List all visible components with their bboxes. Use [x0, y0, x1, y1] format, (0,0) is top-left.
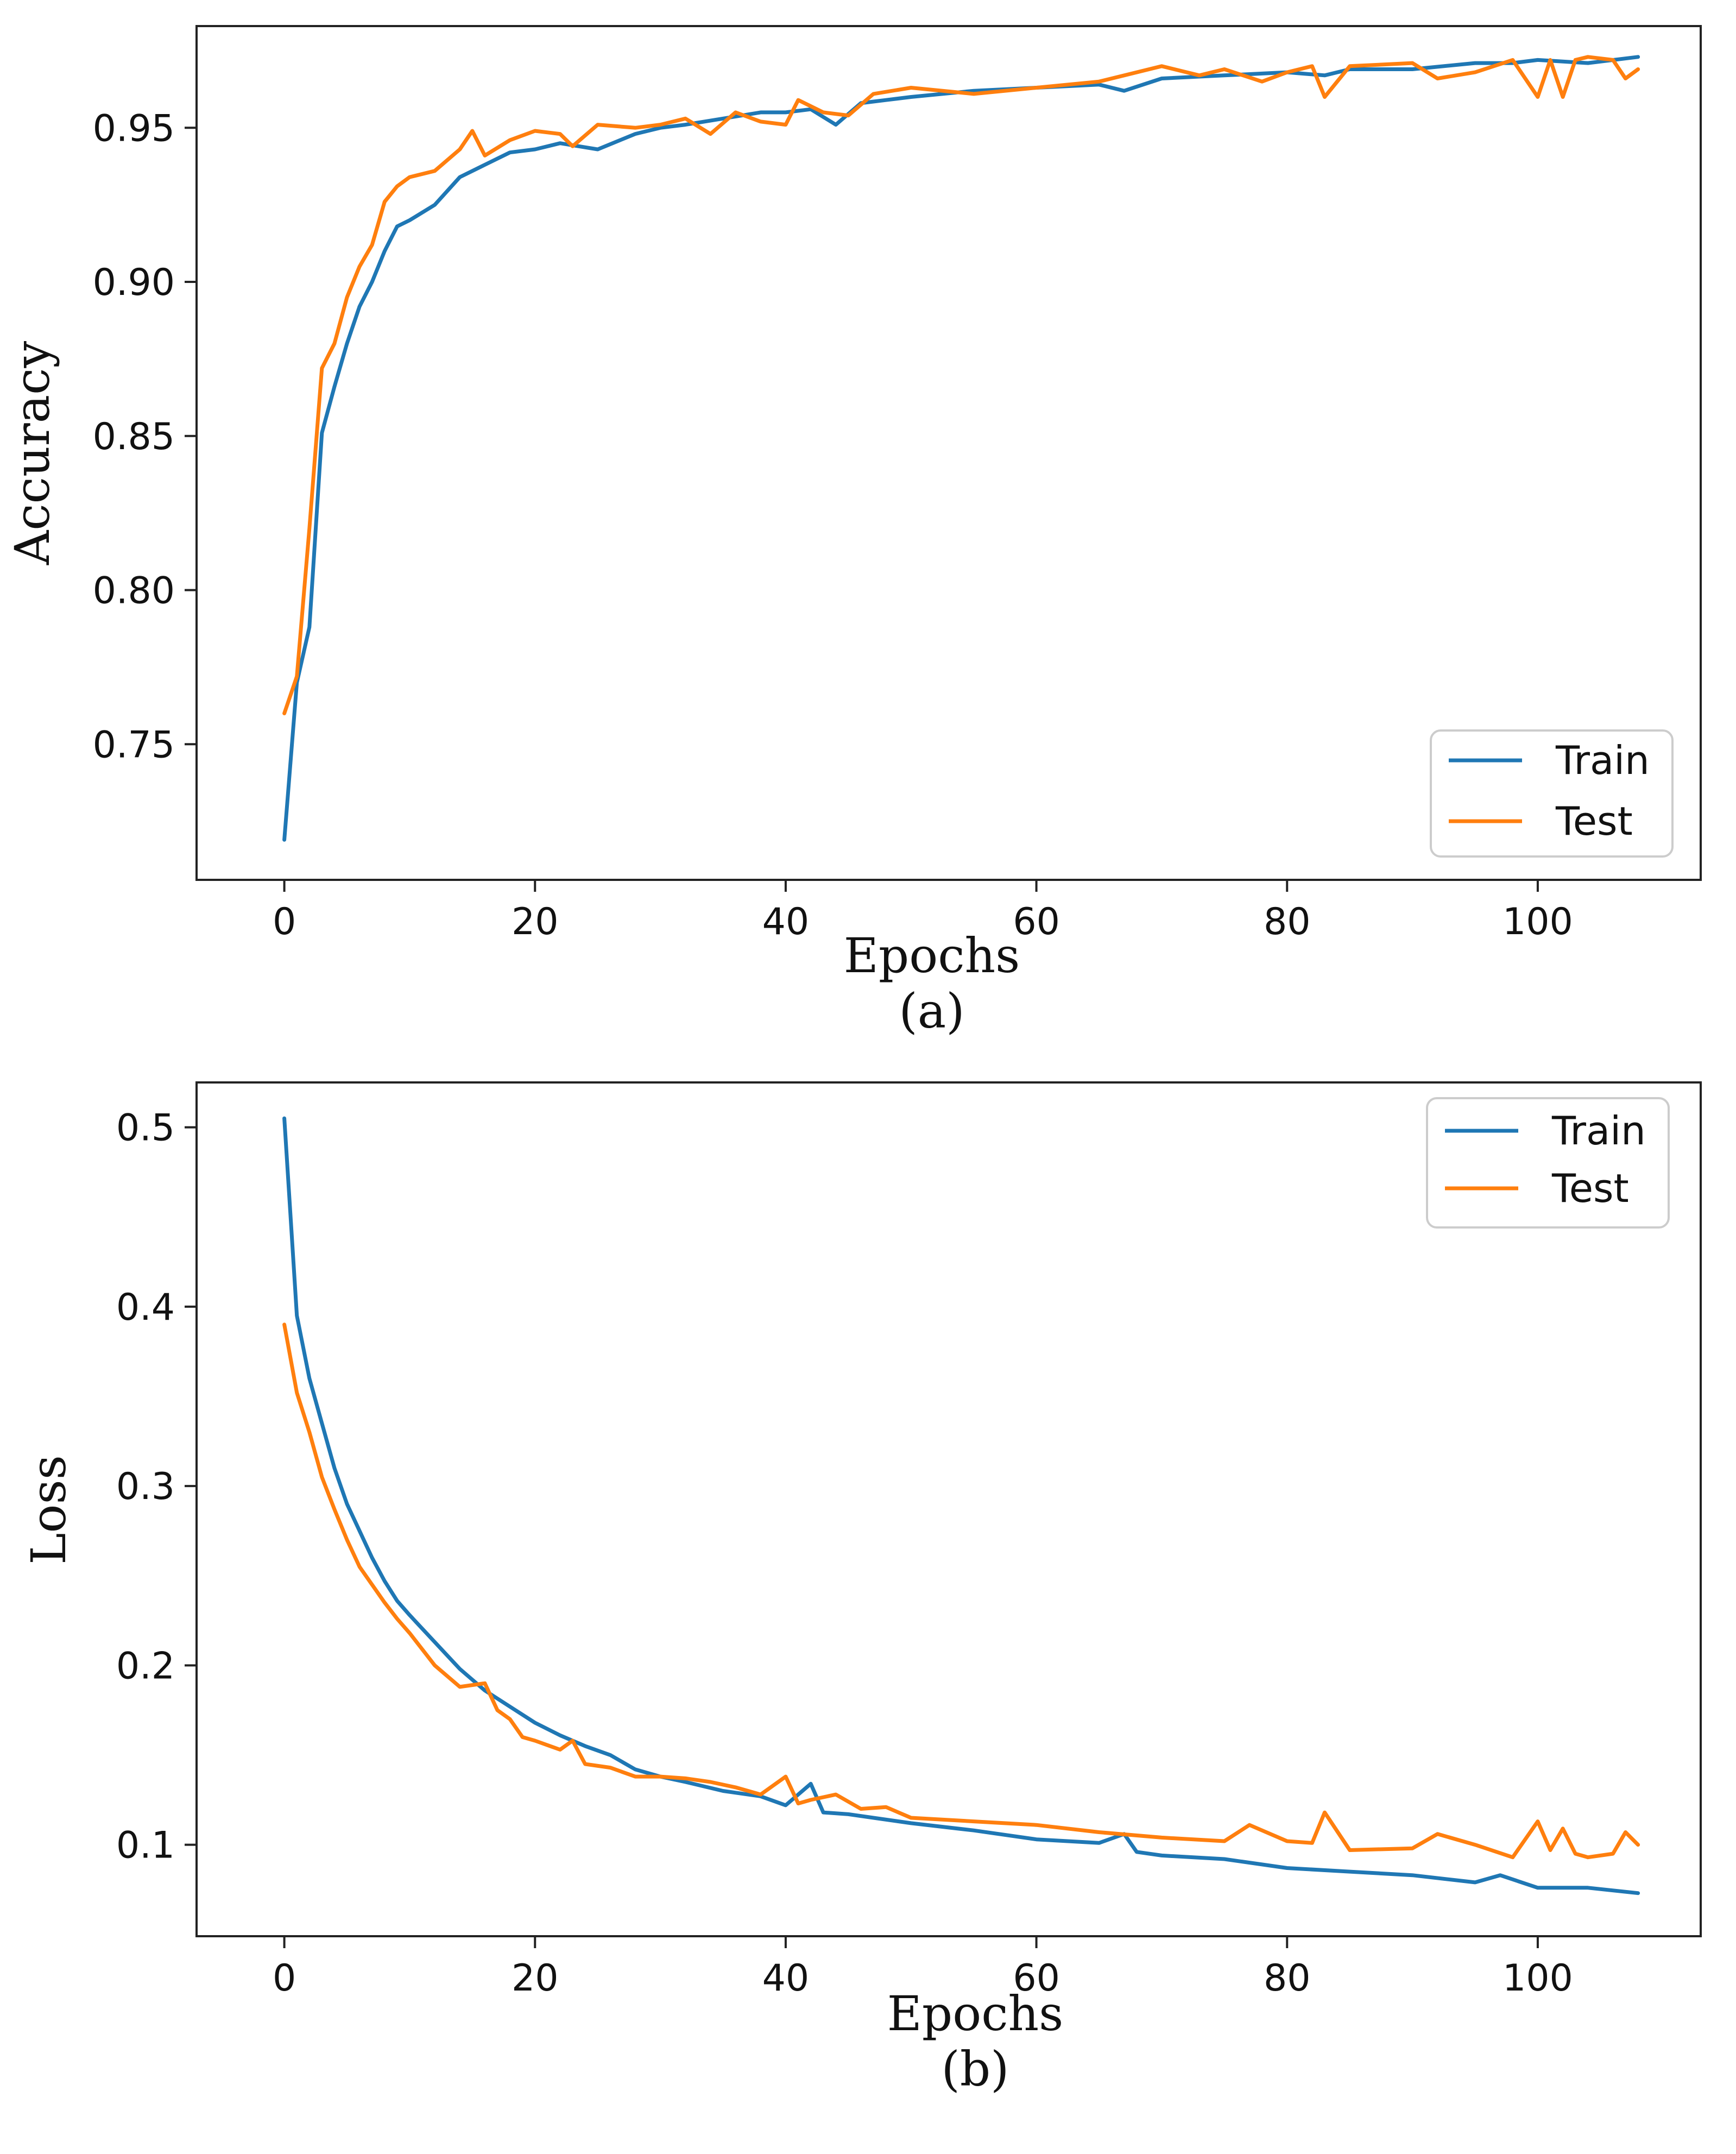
x-axis: 0 20 40 60 80 100 [273, 880, 1573, 943]
x-axis-label: Epochs [887, 1986, 1064, 2042]
series-line-test [282, 55, 1640, 715]
legend-label-train: Train [1555, 738, 1650, 783]
y-tick-label: 0.80 [93, 570, 175, 613]
x-tick-label: 100 [1503, 900, 1573, 943]
series-layer [282, 55, 1640, 842]
y-axis-label: Loss [21, 1455, 77, 1565]
panel-caption: (b) [942, 2041, 1009, 2097]
y-tick-label: 0.5 [116, 1107, 175, 1150]
x-tick-label: 80 [1264, 900, 1311, 943]
y-tick-label: 0.3 [116, 1465, 175, 1508]
series-line-train [282, 1116, 1640, 1895]
x-tick-label: 60 [1013, 1957, 1060, 2000]
x-tick-label: 0 [273, 900, 296, 943]
plot-frame [195, 25, 1702, 881]
x-axis-label: Epochs [844, 928, 1020, 984]
y-tick-label: 0.95 [93, 107, 175, 150]
y-tick-label: 0.2 [116, 1645, 175, 1687]
y-tick-label: 0.4 [116, 1286, 175, 1329]
x-tick-label: 60 [1013, 900, 1060, 943]
series-line-train [282, 55, 1640, 842]
y-axis-label: Accuracy [4, 341, 60, 566]
y-axis: 0.75 0.80 0.85 0.90 0.95 [93, 107, 197, 766]
series-line-test [282, 1322, 1640, 1860]
x-tick-label: 20 [512, 900, 559, 943]
x-tick-label: 20 [512, 1957, 559, 2000]
x-tick-label: 40 [762, 900, 810, 943]
y-tick-label: 0.75 [93, 723, 175, 766]
y-tick-label: 0.1 [116, 1824, 175, 1867]
y-tick-label: 0.90 [93, 261, 175, 304]
accuracy-chart: 0.75 0.80 0.85 0.90 0.95 0 20 40 60 80 100 Accura… [4, 25, 1702, 1039]
panel-caption: (a) [899, 983, 964, 1039]
x-tick-label: 40 [762, 1957, 810, 2000]
x-tick-label: 80 [1264, 1957, 1311, 2000]
x-tick-label: 0 [273, 1957, 296, 2000]
plot-frame [195, 1081, 1702, 1937]
legend-label-train: Train [1551, 1108, 1646, 1154]
y-tick-label: 0.85 [93, 415, 175, 458]
x-axis: 0 20 40 60 80 100 [273, 1936, 1573, 2000]
y-axis: 0.1 0.2 0.3 0.4 0.5 [116, 1107, 197, 1867]
legend: Train Test [1426, 1097, 1670, 1229]
x-tick-label: 100 [1503, 1957, 1573, 2000]
loss-chart: 0.1 0.2 0.3 0.4 0.5 0 20 40 60 80 100 Loss Epochs… [21, 1081, 1702, 2097]
series-layer [282, 1116, 1640, 1895]
legend-label-test: Test [1555, 798, 1633, 844]
legend-label-test: Test [1551, 1166, 1629, 1211]
legend: Train Test [1430, 729, 1674, 858]
